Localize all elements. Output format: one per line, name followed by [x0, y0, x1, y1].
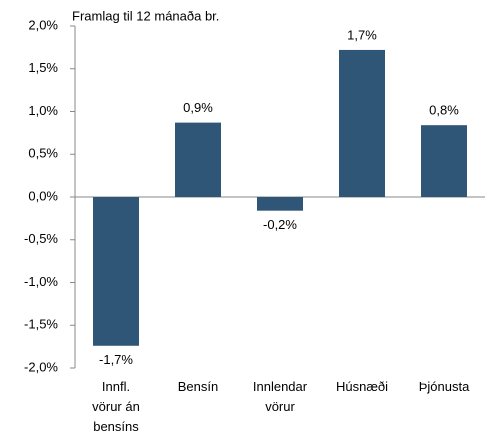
- x-tick-label: Húsnæði: [336, 379, 388, 394]
- y-tick-label: 0,0%: [28, 188, 58, 203]
- x-tick-label: Bensín: [178, 379, 218, 394]
- chart-title: Framlag til 12 mánaða br.: [72, 8, 219, 23]
- bar: [93, 197, 139, 346]
- value-label: -1,7%: [99, 352, 133, 367]
- y-tick-label: 0,5%: [28, 146, 58, 161]
- y-tick-label: 1,0%: [28, 103, 58, 118]
- value-label: 0,8%: [429, 103, 459, 118]
- bar: [421, 125, 467, 197]
- bar: [257, 197, 303, 211]
- value-label: 0,9%: [183, 100, 213, 115]
- x-tick-label: Þjónusta: [419, 379, 470, 394]
- y-tick-label: 2,0%: [28, 17, 58, 32]
- bar: [339, 49, 385, 197]
- y-tick-label: -2,0%: [24, 359, 58, 374]
- x-tick-label: Innlendar vörur: [253, 379, 308, 414]
- x-tick-label: Innfl. vörur án bensíns: [92, 379, 140, 434]
- bar: [175, 122, 221, 197]
- value-label: -0,2%: [263, 217, 297, 232]
- y-tick-label: -1,5%: [24, 317, 58, 332]
- value-label: 1,7%: [347, 27, 377, 42]
- y-tick-label: -1,0%: [24, 274, 58, 289]
- y-tick-label: -0,5%: [24, 231, 58, 246]
- y-tick-label: 1,5%: [28, 60, 58, 75]
